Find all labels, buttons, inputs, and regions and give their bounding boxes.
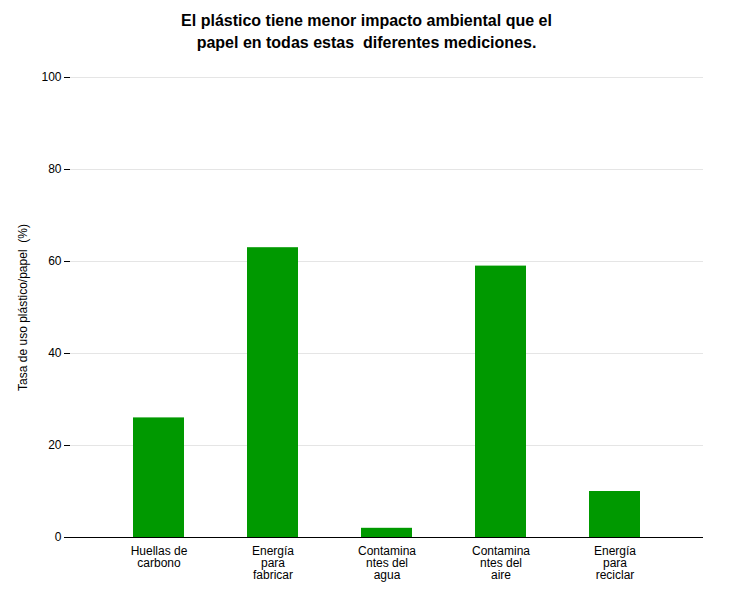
svg-text:20: 20 — [48, 439, 62, 453]
svg-text:80: 80 — [48, 163, 62, 177]
html-text:El plástico tiene menor impact: El plástico tiene menor impacto ambienta… — [181, 12, 552, 51]
svg-text:Energíaparafabricar: Energíaparafabricar — [252, 544, 294, 582]
svg-text:100: 100 — [41, 71, 61, 85]
svg-text:0: 0 — [55, 531, 62, 545]
svg-text:Contaminantes delaire: Contaminantes delaire — [472, 544, 530, 582]
svg-text:Tasa de uso plástico/papel (%: Tasa de uso plástico/papel (%) — [16, 224, 30, 391]
svg-text:40: 40 — [48, 347, 62, 361]
svg-text:60: 60 — [48, 255, 62, 269]
svg-text:Contaminantes delagua: Contaminantes delagua — [358, 544, 416, 582]
svg-text:Huellas decarbono: Huellas decarbono — [131, 544, 188, 570]
svg-text:Energíaparareciclar: Energíaparareciclar — [594, 544, 636, 582]
